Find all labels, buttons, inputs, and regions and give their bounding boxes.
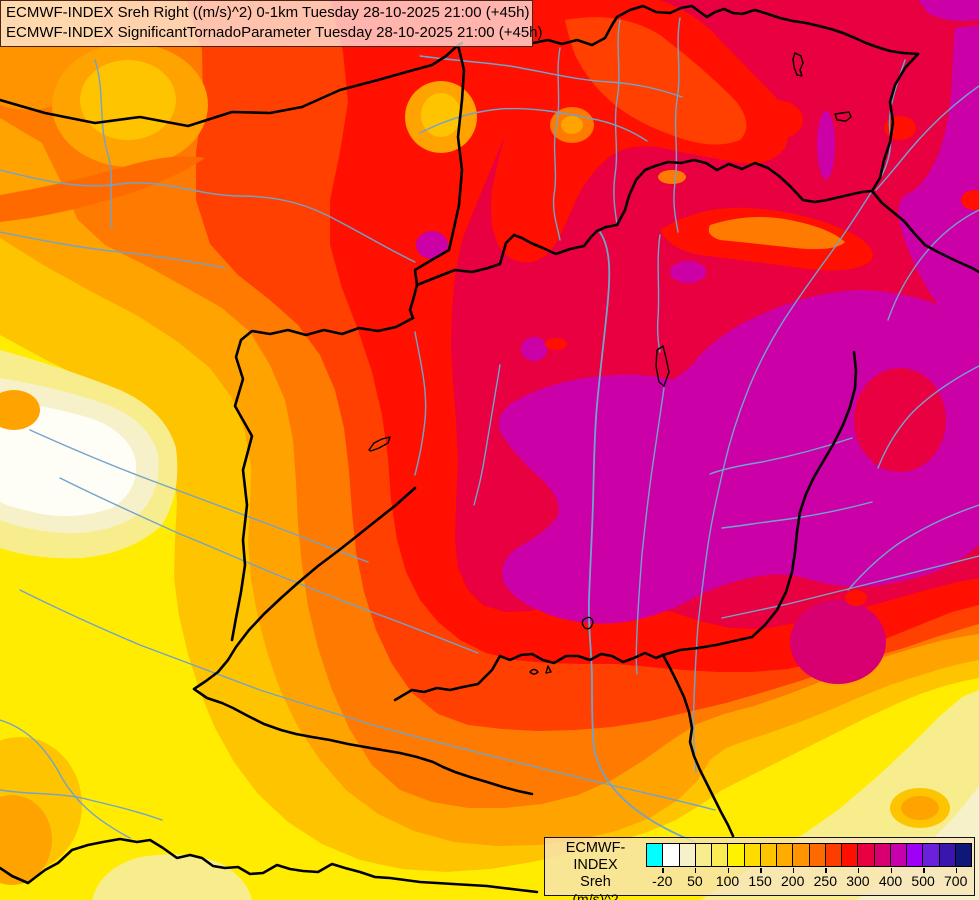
legend-tick-label: 200 [781,873,805,889]
legend-tick-label: 400 [878,873,903,889]
legend-tick-mark [923,868,925,873]
legend-swatch [922,844,939,866]
legend-swatch [647,844,663,866]
legend-tick-mark [890,868,892,873]
legend-swatch [711,844,728,866]
legend-parameter: Sreh [580,874,611,890]
legend-swatch [662,844,679,866]
legend-tick-label: 300 [846,873,870,889]
legend-tick-label: 50 [687,873,703,889]
legend-swatch [792,844,809,866]
legend-tick-mark [694,868,697,873]
legend-swatch [954,844,971,866]
legend-tick-mark [955,868,958,873]
legend-tick-label: 700 [944,873,968,889]
legend-swatch [808,844,825,866]
legend-swatch [694,844,711,866]
legend-swatch [776,844,793,866]
legend-swatch [759,844,776,866]
legend-tick-mark [760,868,762,873]
legend-tick-label: -20 [652,873,673,889]
legend-swatch [906,844,923,866]
legend-swatch [678,844,695,866]
legend-tick-label: 250 [813,873,837,889]
legend-text-block: ECMWF-INDEX Sreh (m/s)^2 [545,840,646,900]
legend-swatch [727,844,744,866]
legend-tick-mark [727,868,729,873]
legend-bar [646,843,972,867]
legend-swatch [889,844,906,866]
legend-tick-mark [857,868,860,873]
legend-tick-label: 500 [911,873,935,889]
legend-units: (m/s)^2 [572,891,619,900]
legend-swatch [857,844,874,866]
legend-title: ECMWF-INDEX [565,840,626,873]
forecast-title-box: ECMWF-INDEX Sreh Right ((m/s)^2) 0-1km T… [0,0,543,47]
legend-swatch [824,844,841,866]
forecast-title-line1: ECMWF-INDEX Sreh Right ((m/s)^2) 0-1km T… [6,4,530,21]
legend-swatch [938,844,955,866]
legend-tick-mark [792,868,795,873]
legend-swatch [873,844,890,866]
legend-swatch [743,844,760,866]
legend-tick-label: 150 [748,873,772,889]
color-legend: ECMWF-INDEX Sreh (m/s)^2 -20 50 100 150 200 2… [544,837,975,900]
legend-tick-mark [825,868,827,873]
legend-tick-mark [662,868,664,873]
legend-tick-label: 100 [715,873,740,889]
forecast-title-line2: ECMWF-INDEX SignificantTornadoParameter … [6,24,543,41]
legend-swatch [841,844,858,866]
